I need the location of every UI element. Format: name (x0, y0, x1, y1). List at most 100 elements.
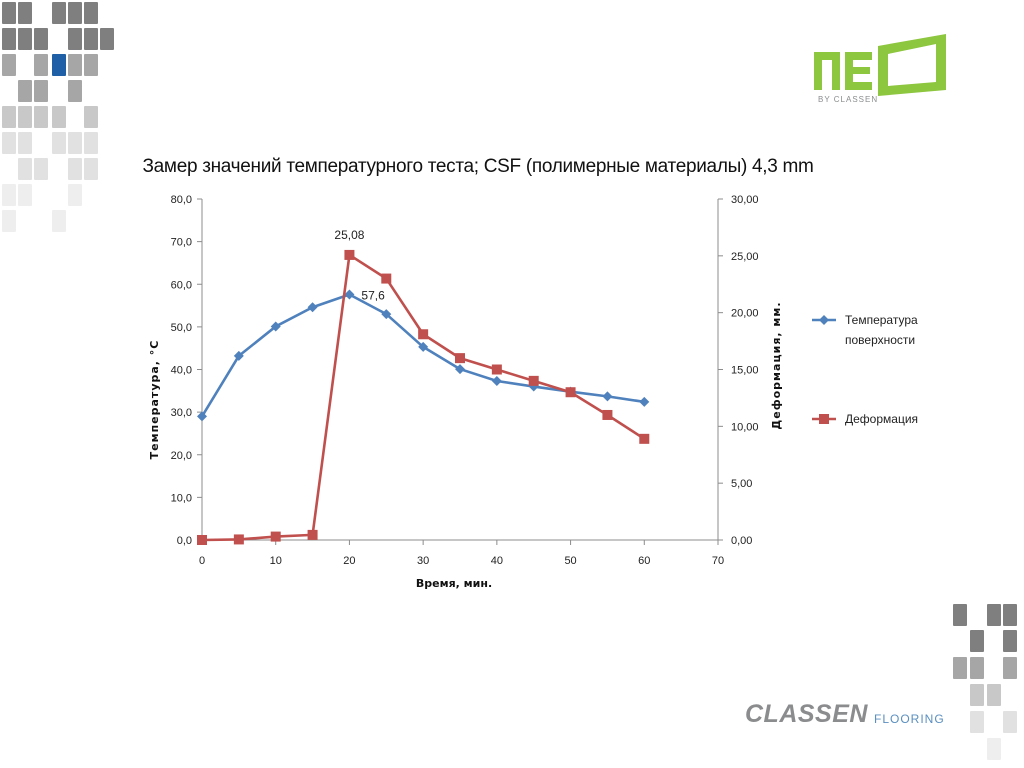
y-left-tick-label: 80,0 (171, 194, 192, 206)
data-label: 25,08 (334, 228, 364, 242)
x-axis-title: Время, мин. (416, 577, 492, 590)
y-right-tick-label: 25,00 (731, 251, 759, 263)
data-point-temperature (381, 309, 392, 320)
data-point-deformation (491, 364, 502, 375)
series-line-deformation (201, 253, 645, 542)
decorative-tile (68, 132, 82, 154)
decorative-tile (34, 54, 48, 76)
y-right-tick-label: 10,00 (731, 421, 759, 433)
decorative-tile (68, 184, 82, 206)
decorative-tile (52, 2, 66, 24)
decorative-tile (18, 80, 32, 102)
data-point-deformation (418, 329, 429, 340)
decorative-tile (2, 210, 16, 232)
decorative-tile (100, 28, 114, 50)
x-tick-label: 20 (343, 555, 355, 567)
decorative-tile (1003, 630, 1017, 652)
decorative-tile (34, 158, 48, 180)
decorative-tile (52, 132, 66, 154)
decorative-tile (68, 54, 82, 76)
data-point-deformation (528, 375, 539, 386)
data-label: 57,6 (361, 288, 385, 302)
x-tick-label: 50 (564, 555, 576, 567)
legend-marker-diamond (819, 315, 829, 325)
data-point-deformation (455, 353, 465, 364)
y-axis-right-title: Деформация, мм. (770, 301, 783, 429)
y-left-tick-label: 0,0 (177, 535, 192, 547)
y-left-tick-label: 20,0 (171, 450, 192, 462)
decorative-tile (2, 106, 16, 128)
decorative-tile (2, 54, 16, 76)
chart-title: Замер значений температурного теста; CSF… (142, 156, 814, 177)
decorative-tile (970, 711, 984, 733)
y-left-tick-label: 70,0 (171, 237, 192, 249)
decorative-tile (1003, 657, 1017, 679)
decorative-tile (52, 106, 66, 128)
decorative-tile (52, 210, 66, 232)
decorative-tile (18, 28, 32, 50)
decorative-tile (84, 54, 98, 76)
y-left-tick-label: 10,0 (171, 492, 192, 504)
x-tick-label: 40 (491, 555, 503, 567)
y-left-tick-label: 50,0 (171, 322, 192, 334)
chart-axes: 0 10 20 30 40 50 60 70 0,0 10,0 20,0 30,0 40,0 50,0 60… (148, 194, 783, 590)
data-point-deformation (344, 249, 355, 260)
data-point-temperature (233, 350, 244, 361)
y-left-tick-label: 30,0 (171, 407, 192, 419)
decorative-tile (2, 184, 16, 206)
data-point-deformation (197, 535, 207, 545)
decorative-tile (68, 80, 82, 102)
decorative-tile (84, 28, 98, 50)
data-point-deformation (270, 531, 281, 542)
decorative-tile (987, 684, 1001, 706)
data-point-temperature (270, 321, 281, 332)
x-tick-label: 30 (417, 555, 429, 567)
legend-label: Деформация (845, 412, 918, 426)
neo-logo-subtitle: BY CLASSEN (818, 95, 878, 104)
legend-marker-square (819, 414, 829, 424)
decorative-tile (18, 2, 32, 24)
decorative-tile (18, 106, 32, 128)
y-left-tick-label: 60,0 (171, 279, 192, 291)
data-point-deformation (639, 433, 650, 444)
decorative-tile (68, 2, 82, 24)
decorative-tile (34, 28, 48, 50)
classen-brand-text: CLASSEN (745, 700, 868, 728)
data-point-temperature (639, 396, 650, 407)
x-tick-label: 10 (270, 555, 282, 567)
y-axis-left-title: Температура, °C (148, 340, 161, 460)
decorative-tile (18, 184, 32, 206)
decorative-tile (34, 80, 48, 102)
decorative-tile (987, 604, 1001, 626)
x-tick-label: 0 (199, 555, 205, 567)
y-right-tick-label: 20,00 (731, 308, 759, 320)
decorative-tile (970, 657, 984, 679)
decorative-tile (1003, 604, 1017, 626)
decorative-tile (84, 106, 98, 128)
x-tick-label: 70 (712, 555, 724, 567)
decorative-tile (84, 132, 98, 154)
decorative-tile (68, 158, 82, 180)
data-point-temperature (197, 411, 207, 422)
x-tick-label: 60 (638, 555, 650, 567)
data-point-temperature (491, 376, 502, 387)
decorative-tile (34, 106, 48, 128)
data-point-deformation (307, 529, 318, 540)
y-left-tick-label: 40,0 (171, 365, 192, 377)
decorative-tile (18, 158, 32, 180)
data-point-temperature (418, 341, 429, 352)
decorative-tile (68, 28, 82, 50)
decorative-tile (1003, 711, 1017, 733)
classen-flooring-logo: CLASSEN FLOORING (745, 700, 955, 734)
decorative-tile (2, 132, 16, 154)
data-point-deformation (602, 409, 613, 420)
decorative-tile (2, 2, 16, 24)
neo-logo-letters (814, 34, 946, 96)
neo-logo: BY CLASSEN (814, 34, 946, 104)
decorative-tile (953, 604, 967, 626)
decorative-tile (2, 28, 16, 50)
decorative-tile (970, 630, 984, 652)
decorative-tile (970, 684, 984, 706)
chart-series (197, 249, 650, 545)
